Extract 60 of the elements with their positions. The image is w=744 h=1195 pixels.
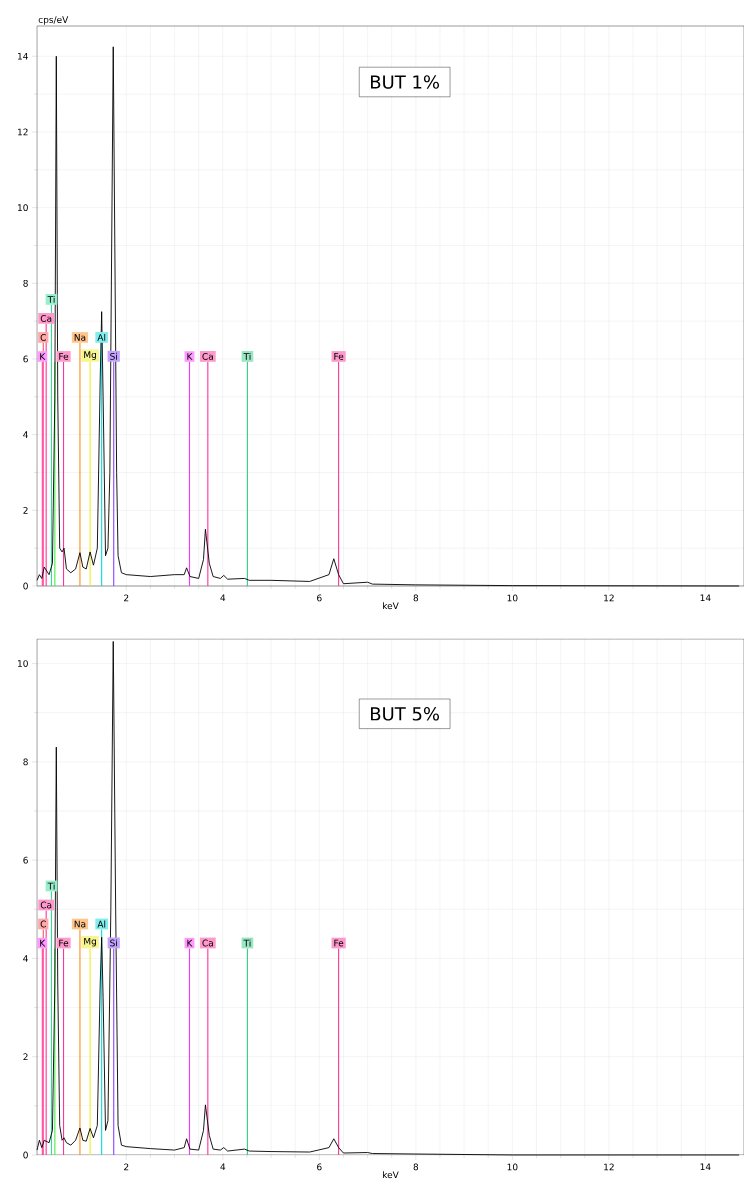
y-tick-label: 2 xyxy=(23,1053,28,1061)
y-tick-label: 6 xyxy=(23,856,28,864)
annotation: BUT 1% xyxy=(371,75,440,89)
x-tick-label: 10 xyxy=(507,594,518,602)
x-tick-label: 14 xyxy=(700,1163,711,1171)
ref-line-label: K xyxy=(40,353,46,360)
x-tick-label: 4 xyxy=(220,594,226,602)
x-axis-title: keV xyxy=(383,1171,399,1179)
x-tick-label: 6 xyxy=(317,1163,322,1171)
ref-line-label: Si xyxy=(110,939,117,947)
ref-line-label: Ti xyxy=(243,352,251,360)
annotation: BUT 5% xyxy=(371,707,440,721)
ref-line-label: Fe xyxy=(334,353,344,360)
ref-line-label: Al xyxy=(97,333,106,341)
ref-line-label: Ca xyxy=(202,939,213,947)
ref-line-label: Ti xyxy=(47,295,55,303)
ref-line-label: Ca xyxy=(202,352,213,360)
y-axis-title: cps/eV xyxy=(38,16,69,25)
ref-line-label: Mg xyxy=(84,937,97,947)
line-series xyxy=(36,641,740,1156)
ref-line-label: Ca xyxy=(40,901,52,909)
ref-line-label: Ca xyxy=(40,314,52,322)
ref-line-label: Al xyxy=(97,920,106,928)
x-tick-label: 6 xyxy=(317,594,322,602)
ref-line-label: Na xyxy=(74,920,86,928)
y-tick-label: 10 xyxy=(18,204,28,212)
ref-line-label: K xyxy=(40,939,46,947)
ref-line-label: Fe xyxy=(59,353,69,360)
y-tick-label: 2 xyxy=(23,506,28,514)
ref-line-label: Si xyxy=(110,352,117,360)
y-tick-label: 8 xyxy=(23,758,28,766)
ref-line-label: K xyxy=(187,939,193,947)
x-tick-label: 12 xyxy=(604,1163,614,1171)
y-tick-label: 10 xyxy=(18,660,28,667)
x-tick-label: 14 xyxy=(700,594,711,602)
x-tick-label: 4 xyxy=(220,1163,226,1171)
ref-line-label: C xyxy=(40,333,46,341)
y-tick-label: 0 xyxy=(23,582,28,590)
ref-line-label: Fe xyxy=(59,939,69,947)
y-tick-label: 4 xyxy=(23,431,28,438)
x-tick-label: 8 xyxy=(413,1163,419,1171)
ref-line-label: K xyxy=(187,353,193,360)
y-tick-label: 12 xyxy=(18,128,28,136)
x-tick-label: 12 xyxy=(604,594,614,602)
ref-line-label: Ti xyxy=(243,939,251,947)
ref-line-label: C xyxy=(40,920,46,928)
ref-line-label: Fe xyxy=(334,939,344,947)
ref-line-label: Mg xyxy=(84,351,97,360)
y-tick-label: 4 xyxy=(23,955,28,962)
x-tick-label: 2 xyxy=(124,594,129,602)
x-tick-label: 8 xyxy=(413,594,419,602)
y-tick-label: 6 xyxy=(23,355,28,363)
ref-line-label: Na xyxy=(74,334,86,341)
x-tick-label: 10 xyxy=(507,1163,518,1171)
x-tick-label: 2 xyxy=(124,1163,129,1171)
x-axis-title: keV xyxy=(383,602,399,610)
ref-line-label: Ti xyxy=(47,882,55,890)
y-tick-label: 0 xyxy=(23,1151,28,1159)
y-tick-label: 8 xyxy=(23,279,28,287)
y-tick-label: 14 xyxy=(18,52,28,60)
